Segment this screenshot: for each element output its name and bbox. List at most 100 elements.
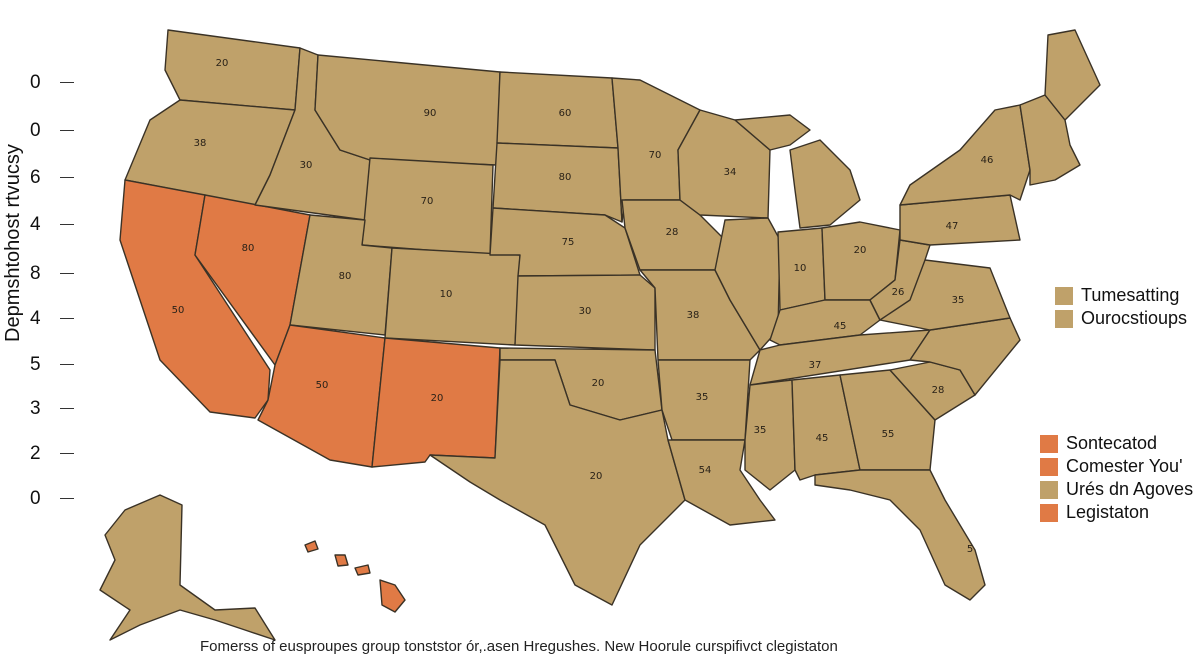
state-mt[interactable]: [314, 54, 501, 166]
state-hi-1[interactable]: [304, 540, 319, 553]
state-tx[interactable]: [429, 359, 686, 606]
state-label-ga: 55: [882, 429, 895, 440]
legend-item: Tumesatting: [1055, 284, 1187, 307]
state-label-co: 10: [440, 289, 453, 300]
state-label-mn: 70: [649, 150, 662, 161]
legend-item: Ourocstioups: [1055, 307, 1187, 330]
state-label-ne: 75: [562, 237, 575, 248]
legend-item: Sontecatod: [1040, 432, 1193, 455]
state-label-mt: 90: [424, 108, 437, 119]
legend-swatch: [1040, 457, 1058, 476]
state-il[interactable]: [714, 217, 781, 351]
axis-tick-label: 5: [30, 354, 41, 375]
axis-tick: 4: [30, 308, 76, 330]
state-label-wa: 20: [216, 58, 229, 69]
state-mi[interactable]: [789, 139, 861, 229]
axis-tick-label: 0: [30, 120, 41, 141]
state-label-la: 54: [699, 465, 712, 476]
legend-swatch: [1040, 480, 1058, 499]
state-label-nm: 20: [431, 393, 444, 404]
legend-top: Tumesatting Ourocstioups: [1055, 284, 1187, 330]
state-me[interactable]: [1044, 29, 1101, 121]
state-label-va: 35: [952, 295, 965, 306]
axis-tick: 0: [30, 488, 76, 510]
legend-item: Comester You': [1040, 455, 1193, 478]
state-label-pa: 47: [946, 221, 959, 232]
state-label-ms: 35: [754, 425, 767, 436]
state-hi-3[interactable]: [354, 564, 371, 576]
state-label-mo: 38: [687, 310, 700, 321]
state-label-ca: 50: [172, 305, 185, 316]
legend-label: Legistaton: [1066, 502, 1150, 522]
state-hi-4[interactable]: [379, 579, 406, 613]
state-label-or: 38: [194, 138, 207, 149]
state-sd[interactable]: [492, 142, 623, 223]
state-label-nv: 80: [242, 243, 255, 254]
state-label-az: 50: [316, 380, 329, 391]
axis-tick-label: 4: [30, 214, 41, 235]
axis-tick-mark: [60, 318, 74, 320]
state-label-tn: 37: [809, 360, 822, 371]
state-ny[interactable]: [899, 104, 1031, 206]
legend-swatch: [1040, 434, 1058, 453]
axis-tick-label: 4: [30, 308, 41, 329]
state-label-id: 30: [300, 160, 313, 171]
axis-tick: 5: [30, 354, 76, 376]
state-label-ny: 46: [981, 155, 994, 166]
axis-tick-mark: [60, 364, 74, 366]
axis-tick-mark: [60, 408, 74, 410]
state-label-al: 45: [816, 433, 829, 444]
axis-tick-mark: [60, 177, 74, 179]
state-label-ia: 28: [666, 227, 679, 238]
state-mi-upper[interactable]: [734, 114, 811, 151]
state-label-ky: 45: [834, 321, 847, 332]
state-ms[interactable]: [744, 379, 796, 491]
state-label-wi: 34: [724, 167, 737, 178]
state-fl[interactable]: [814, 469, 986, 601]
state-label-nd: 60: [559, 108, 572, 119]
state-label-ut: 80: [339, 271, 352, 282]
axis-tick-mark: [60, 82, 74, 84]
legend-label: Comester You': [1066, 456, 1183, 476]
state-ks[interactable]: [514, 274, 656, 351]
legend-swatch: [1055, 309, 1073, 328]
state-co[interactable]: [384, 247, 521, 346]
axis-tick-label: 0: [30, 488, 41, 509]
state-label-ks: 30: [579, 306, 592, 317]
state-label-oh: 20: [854, 245, 867, 256]
axis-tick-mark: [60, 224, 74, 226]
state-label-wy: 70: [421, 196, 434, 207]
legend-swatch: [1040, 503, 1058, 522]
state-nd[interactable]: [496, 71, 619, 149]
axis-tick: 8: [30, 263, 76, 285]
state-hi-2[interactable]: [334, 554, 349, 567]
caption: Fomerss of eusproupes group tonststor ór…: [200, 638, 838, 655]
state-label-sc: 28: [932, 385, 945, 396]
axis-tick: 6: [30, 167, 76, 189]
legend-label: Ourocstioups: [1081, 308, 1188, 328]
axis-tick-mark: [60, 273, 74, 275]
legend-swatch: [1055, 286, 1073, 305]
state-ky[interactable]: [769, 299, 881, 346]
state-la[interactable]: [667, 439, 776, 526]
axis-tick-label: 8: [30, 263, 41, 284]
state-label-ar: 35: [696, 392, 709, 403]
axis-tick-mark: [60, 498, 74, 500]
legend-label: Tumesatting: [1081, 285, 1180, 305]
state-ga[interactable]: [839, 369, 936, 471]
axis-tick: 3: [30, 398, 76, 420]
state-wa[interactable]: [164, 29, 301, 111]
axis-tick: 0: [30, 72, 76, 94]
state-label-ok: 20: [592, 378, 605, 389]
axis-tick: 0: [30, 120, 76, 142]
axis-tick-mark: [60, 130, 74, 132]
legend-item: Urés dn Agoves: [1040, 478, 1193, 501]
axis-tick-label: 0: [30, 72, 41, 93]
axis-tick-label: 2: [30, 443, 41, 464]
legend-bottom: Sontecatod Comester You' Urés dn Agoves Leg…: [1040, 432, 1193, 524]
state-ak[interactable]: [99, 494, 276, 641]
legend-label: Sontecatod: [1066, 433, 1158, 453]
state-label-wv: 26: [892, 287, 905, 298]
state-label-fl: 5: [967, 544, 973, 555]
